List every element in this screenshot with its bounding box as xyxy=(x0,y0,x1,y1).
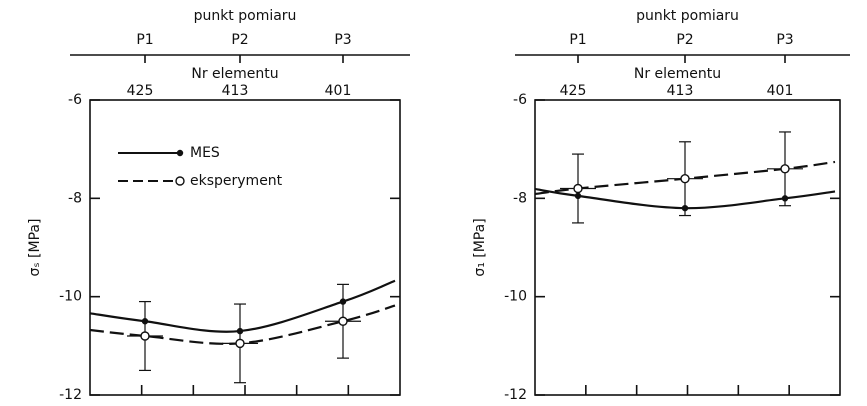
y-tick-label: -8 xyxy=(513,190,527,206)
y-tick-label: -10 xyxy=(59,289,82,305)
legend-label: eksperyment xyxy=(190,173,283,189)
point xyxy=(140,331,150,341)
top-axis-label: punkt pomiaru xyxy=(636,8,739,24)
y-axis-label: σₛ [MPa] xyxy=(27,219,43,277)
y-tick-label: -12 xyxy=(59,387,82,403)
legend-marker xyxy=(175,176,185,186)
point xyxy=(338,316,348,326)
series-line xyxy=(89,279,396,333)
element-label: 401 xyxy=(325,83,352,99)
element-label: 401 xyxy=(767,83,794,99)
point xyxy=(235,338,245,349)
plot-frame xyxy=(534,99,841,396)
point xyxy=(573,183,583,194)
y-tick-label: -12 xyxy=(504,387,527,403)
y-axis-label: σ₁ [MPa] xyxy=(472,218,488,276)
y-tick-label: -8 xyxy=(68,190,82,206)
legend-label: MES xyxy=(190,145,220,161)
y-tick-label: -10 xyxy=(504,289,527,305)
category-label: P2 xyxy=(231,32,248,48)
point xyxy=(680,173,690,184)
element-label: 425 xyxy=(560,83,587,99)
category-label: P1 xyxy=(136,32,153,48)
top-axis-label: punkt pomiaru xyxy=(194,8,297,24)
point xyxy=(780,164,790,174)
category-label: P3 xyxy=(776,32,793,48)
category-label: P2 xyxy=(676,32,693,48)
series-line xyxy=(89,304,396,345)
category-label: P3 xyxy=(334,32,351,48)
y-tick-label: -6 xyxy=(513,92,527,108)
element-axis-label: Nr elementu xyxy=(191,66,278,82)
y-tick-label: -6 xyxy=(68,92,82,108)
legend-marker xyxy=(176,149,184,157)
category-label: P1 xyxy=(569,32,586,48)
element-label: 413 xyxy=(667,83,694,99)
element-label: 413 xyxy=(222,83,249,99)
element-axis-label: Nr elementu xyxy=(634,66,721,82)
element-label: 425 xyxy=(127,83,154,99)
plot-frame xyxy=(89,99,401,396)
